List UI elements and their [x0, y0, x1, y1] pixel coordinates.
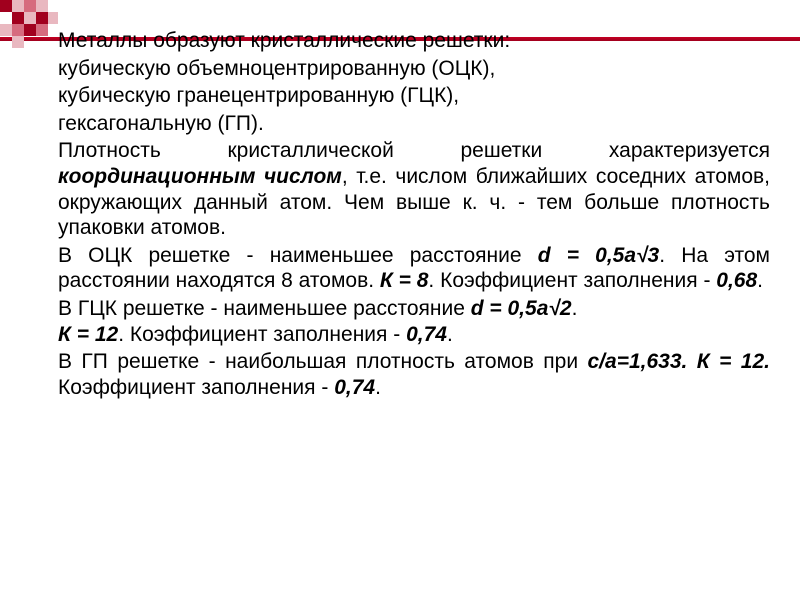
para-5: Плотность кристаллической решетки характ…	[58, 138, 770, 240]
para-8-d: .	[447, 323, 453, 346]
para-5-term: координационным числом	[58, 165, 342, 188]
para-6-a: В ОЦК решетке - наименьшее расстояние	[58, 244, 538, 267]
para-1: Металлы образуют кристаллические решетки…	[58, 28, 770, 54]
para-8-b: . Коэффициент заполнения -	[118, 323, 406, 346]
para-6-e: . Коэффициент заполнения -	[428, 269, 716, 292]
para-6-k: К = 8	[380, 269, 429, 292]
squares-icon	[0, 0, 58, 54]
para-9-ratio: с/а=1,633. К = 12.	[588, 350, 771, 373]
para-7-a: В ГЦК решетке - наименьшее расстояние	[58, 297, 471, 320]
para-8: К = 12. Коэффициент заполнения - 0,74.	[58, 322, 770, 348]
para-9-val: 0,74	[334, 376, 375, 399]
corner-decor	[0, 0, 58, 54]
para-9: В ГП решетке - наибольшая плотность атом…	[58, 349, 770, 400]
para-5-a: Плотность кристаллической решетки характ…	[58, 139, 770, 162]
para-7-c: .	[572, 297, 578, 320]
para-2: кубическую объемноцентрированную (ОЦК),	[58, 56, 770, 82]
para-8-val: 0,74	[406, 323, 447, 346]
para-6: В ОЦК решетке - наименьшее расстояние d …	[58, 243, 770, 294]
slide-content: Металлы образуют кристаллические решетки…	[58, 28, 770, 403]
para-8-k: К = 12	[58, 323, 118, 346]
para-7: В ГЦК решетке - наименьшее расстояние d …	[58, 296, 770, 322]
para-6-val: 0,68	[716, 269, 757, 292]
para-3: кубическую гранецентрированную (ГЦК),	[58, 83, 770, 109]
para-9-e: .	[375, 376, 381, 399]
para-9-c: Коэффициент заполнения -	[58, 376, 334, 399]
slide: Металлы образуют кристаллические решетки…	[0, 0, 800, 600]
para-7-formula: d = 0,5a√2	[471, 297, 572, 320]
para-9-a: В ГП решетке - наибольшая плотность атом…	[58, 350, 588, 373]
para-6-formula: d = 0,5a√3	[538, 244, 660, 267]
para-6-g: .	[757, 269, 763, 292]
para-4: гексагональную (ГП).	[58, 111, 770, 137]
